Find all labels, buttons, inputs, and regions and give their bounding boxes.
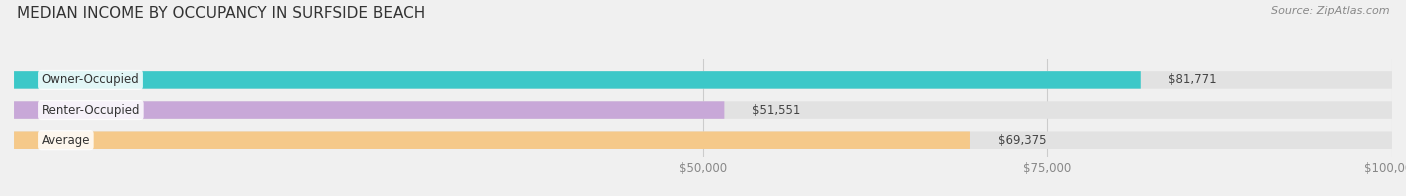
FancyBboxPatch shape (14, 71, 1140, 89)
Text: Renter-Occupied: Renter-Occupied (42, 103, 141, 117)
FancyBboxPatch shape (14, 132, 1392, 149)
FancyBboxPatch shape (14, 71, 1392, 89)
Text: Source: ZipAtlas.com: Source: ZipAtlas.com (1271, 6, 1389, 16)
Text: Average: Average (42, 134, 90, 147)
FancyBboxPatch shape (14, 101, 724, 119)
Text: $51,551: $51,551 (752, 103, 800, 117)
FancyBboxPatch shape (14, 132, 970, 149)
FancyBboxPatch shape (14, 101, 1392, 119)
Text: Owner-Occupied: Owner-Occupied (42, 74, 139, 86)
Text: $69,375: $69,375 (997, 134, 1046, 147)
Text: $81,771: $81,771 (1168, 74, 1218, 86)
Text: MEDIAN INCOME BY OCCUPANCY IN SURFSIDE BEACH: MEDIAN INCOME BY OCCUPANCY IN SURFSIDE B… (17, 6, 425, 21)
